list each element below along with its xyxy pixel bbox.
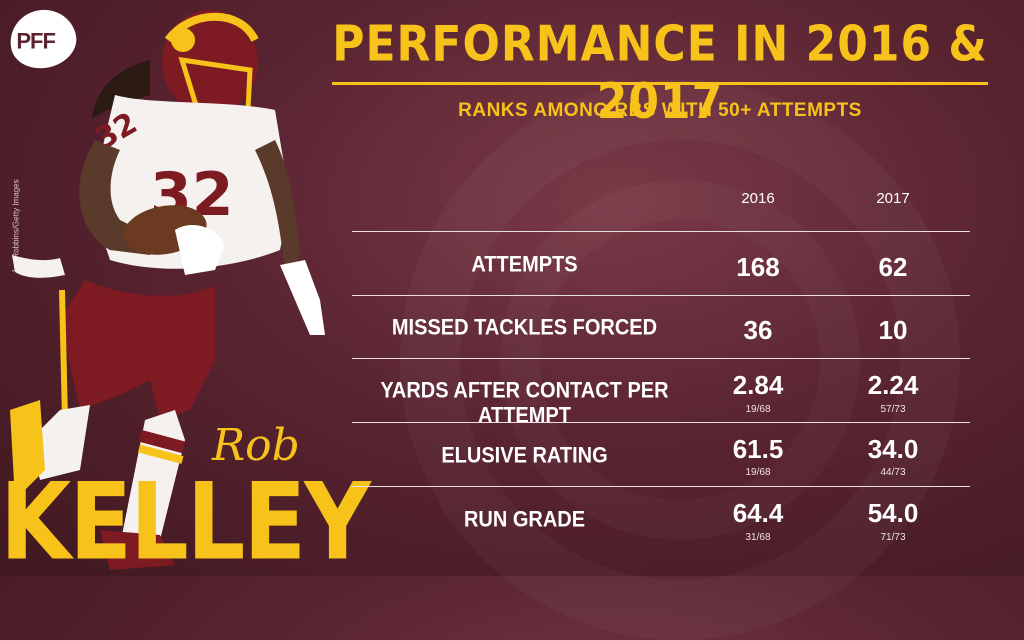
stat-label-attempts: ATTEMPTS — [471, 252, 578, 278]
stat-value-2017: 10 — [878, 315, 908, 345]
column-header-2017: 2017 — [876, 190, 910, 207]
stat-value-2016: 61.5 — [732, 434, 784, 464]
stat-rank-2016: 19/68 — [745, 467, 771, 478]
row-divider — [352, 231, 970, 232]
title-underline — [332, 82, 988, 85]
player-first-name: Rob — [212, 420, 300, 471]
stat-label-missed-tackles: MISSED TACKLES FORCED — [391, 315, 658, 341]
row-divider — [352, 422, 970, 423]
column-header-2016: 2016 — [741, 190, 775, 207]
player-last-name: KELLEY — [0, 460, 371, 584]
stat-rank-2016: 19/68 — [745, 404, 771, 415]
row-divider — [352, 358, 970, 359]
stat-value-2017: 54.0 — [867, 498, 919, 528]
stat-value-2017: 62 — [878, 252, 908, 282]
player-photo: 32 32 — [10, 10, 325, 570]
stat-value-2017: 2.24 — [867, 370, 919, 400]
stat-rank-2017: 57/73 — [880, 404, 906, 415]
page-title: PERFORMANCE IN 2016 & 2017 — [332, 15, 988, 131]
stat-value-2016: 2.84 — [732, 370, 784, 400]
stat-value-2017: 34.0 — [867, 434, 919, 464]
stat-rank-2016: 31/68 — [745, 532, 771, 543]
stat-label-yards-after-contact: YARDS AFTER CONTACT PER ATTEMPT — [380, 378, 669, 429]
stat-value-2016: 36 — [743, 315, 773, 345]
row-divider — [352, 295, 970, 296]
page-subtitle: RANKS AMONG RBS WITH 50+ ATTEMPTS — [458, 100, 862, 121]
stat-rank-2017: 71/73 — [880, 532, 906, 543]
stat-value-2016: 64.4 — [732, 498, 784, 528]
stat-value-2016: 168 — [736, 252, 780, 282]
stat-rank-2017: 44/73 — [880, 467, 906, 478]
row-divider — [352, 486, 970, 487]
stat-label-elusive-rating: ELUSIVE RATING — [441, 443, 608, 469]
stat-label-run-grade: RUN GRADE — [463, 507, 586, 533]
